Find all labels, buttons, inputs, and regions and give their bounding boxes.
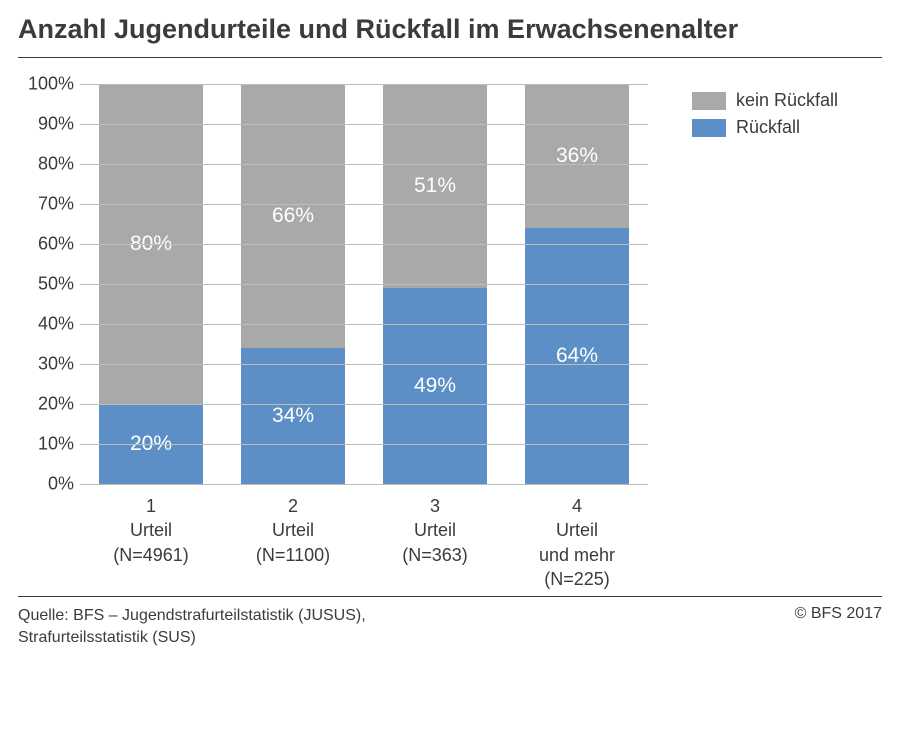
x-tick-label-line: Urteil (512, 518, 642, 542)
source-line: Quelle: BFS – Jugendstrafurteilstatistik… (18, 605, 366, 627)
x-tick-label-line: 3 (370, 494, 500, 518)
legend-label: Rückfall (736, 117, 800, 138)
x-tick-label-line: (N=4961) (86, 543, 216, 567)
chart-zone: 80%20%66%34%51%49%36%64% 0%10%20%30%40%5… (18, 58, 882, 592)
x-tick-label-line: (N=225) (512, 567, 642, 591)
bar-segment-rueckfall: 49% (383, 288, 487, 484)
gridline (80, 484, 648, 485)
y-tick-label: 30% (18, 354, 74, 375)
y-tick-label: 60% (18, 234, 74, 255)
y-tick-label: 50% (18, 274, 74, 295)
plot-area: 80%20%66%34%51%49%36%64% 0%10%20%30%40%5… (80, 84, 648, 484)
y-tick-label: 80% (18, 154, 74, 175)
y-tick-label: 90% (18, 114, 74, 135)
y-tick-label: 40% (18, 314, 74, 335)
gridline (80, 324, 648, 325)
bar-segment-rueckfall: 64% (525, 228, 629, 484)
y-tick-label: 100% (18, 74, 74, 95)
x-tick-label-line: 4 (512, 494, 642, 518)
copyright-text: © BFS 2017 (795, 605, 882, 623)
x-tick-label-line: (N=1100) (228, 543, 358, 567)
gridline (80, 84, 648, 85)
legend-label: kein Rückfall (736, 90, 838, 111)
x-tick-label-line: (N=363) (370, 543, 500, 567)
bar-segment-kein_rueckfall: 51% (383, 84, 487, 288)
x-axis-labels: 1Urteil(N=4961)2Urteil(N=1100)3Urteil(N=… (80, 494, 648, 591)
y-tick-label: 70% (18, 194, 74, 215)
source-text: Quelle: BFS – Jugendstrafurteilstatistik… (18, 605, 366, 648)
legend-swatch (692, 92, 726, 110)
x-tick-label-line: 2 (228, 494, 358, 518)
legend-swatch (692, 119, 726, 137)
x-tick-label-line: Urteil (86, 518, 216, 542)
source-line: Strafurteilsstatistik (SUS) (18, 627, 366, 649)
x-tick-label: 3Urteil(N=363) (370, 494, 500, 591)
bar-segment-kein_rueckfall: 36% (525, 84, 629, 228)
gridline (80, 124, 648, 125)
x-tick-label: 1Urteil(N=4961) (86, 494, 216, 591)
bar-segment-rueckfall: 34% (241, 348, 345, 484)
gridline (80, 444, 648, 445)
legend-item-rueckfall: Rückfall (692, 117, 882, 138)
x-tick-label: 4Urteilund mehr(N=225) (512, 494, 642, 591)
chart-frame: Anzahl Jugendurteile und Rückfall im Erw… (0, 0, 900, 738)
chart-title: Anzahl Jugendurteile und Rückfall im Erw… (18, 14, 882, 58)
y-tick-label: 20% (18, 394, 74, 415)
gridline (80, 204, 648, 205)
legend: kein Rückfall Rückfall (692, 84, 882, 144)
legend-item-kein_rueckfall: kein Rückfall (692, 90, 882, 111)
x-tick-label-line: Urteil (228, 518, 358, 542)
y-tick-label: 10% (18, 434, 74, 455)
x-tick-label: 2Urteil(N=1100) (228, 494, 358, 591)
x-tick-label-line: und mehr (512, 543, 642, 567)
gridline (80, 244, 648, 245)
x-tick-label-line: 1 (86, 494, 216, 518)
footer: Quelle: BFS – Jugendstrafurteilstatistik… (18, 597, 882, 648)
gridline (80, 404, 648, 405)
x-tick-label-line: Urteil (370, 518, 500, 542)
gridline (80, 164, 648, 165)
gridline (80, 364, 648, 365)
plot: 80%20%66%34%51%49%36%64% 0%10%20%30%40%5… (18, 84, 656, 584)
y-tick-label: 0% (18, 474, 74, 495)
gridline (80, 284, 648, 285)
